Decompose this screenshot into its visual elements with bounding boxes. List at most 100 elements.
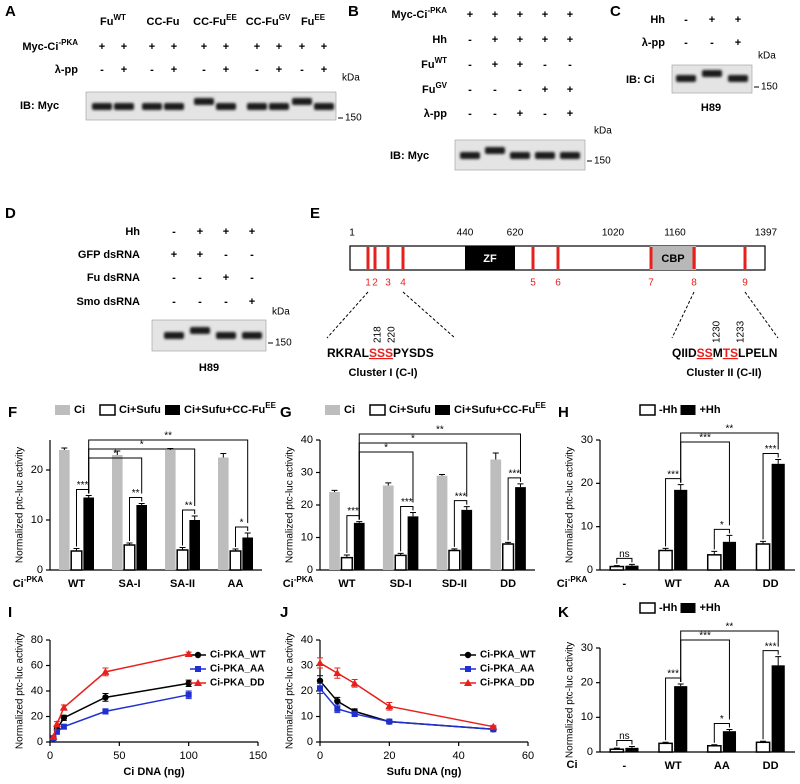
legend-label: Ci-PKA_AA [480,664,534,675]
x-tick-label: 150 [249,750,267,762]
point [102,708,109,715]
legend-label-text: Ci+Sufu+CC-Fu [184,404,265,416]
legend-label: Ci+Sufu [389,404,431,416]
bar [755,741,771,753]
bar [490,459,502,570]
panel-label: I [8,604,12,621]
bar [353,522,365,570]
significance-label: * [384,443,388,454]
error-bar [726,728,733,732]
legend-swatch [55,405,70,415]
row-label: Hh [432,34,447,46]
legend-label: -Hh [659,602,678,614]
band [242,332,262,339]
point [49,732,58,740]
y-tick-label: 0 [37,564,43,576]
y-tick-label: 0 [587,564,593,576]
sign: + [99,41,105,53]
error-bar [711,550,718,555]
position-label: 1397 [755,228,778,239]
sequence-part: QIID [672,346,697,360]
error-bar [61,447,68,450]
y-tick-label: 40 [301,634,313,646]
significance-label: *** [401,497,413,508]
band [190,327,210,334]
sign: - [710,37,714,49]
point [185,691,192,698]
error-bar [628,745,635,748]
significance-label: *** [455,491,467,502]
x-tick-label: 0 [317,750,323,762]
domain-label: CBP [661,253,684,265]
sequence-part: TS [723,346,738,360]
sign: + [223,64,229,76]
row-label-text: Hh [650,14,665,26]
row-label-text: λ-pp [55,64,79,76]
error-bar [73,548,80,551]
y-tick-label: 40 [301,434,313,446]
cluster-name: Cluster I (C-I) [348,367,417,379]
significance-label: * [140,440,144,451]
significance-bracket [182,509,196,546]
error-bar [662,741,669,744]
category-axis-label: Ci-PKA [283,575,314,590]
point [386,718,393,725]
row-label-text: Myc-Ci [391,9,427,21]
significance-label: ns [619,549,630,560]
bar [448,549,461,571]
sign: + [517,59,523,71]
sign: + [517,34,523,46]
bar [658,549,673,571]
bar [407,516,419,570]
row-label-text: Hh [432,34,447,46]
band [510,152,530,159]
error-bar [385,482,392,486]
error-bar [397,552,404,556]
sign: + [254,41,260,53]
x-tick-label: WT [665,578,682,590]
column-header-text: CC-Fu [193,16,226,28]
marker-label: 150 [761,82,778,93]
y-tick-label: 20 [581,677,593,689]
legend-label: Ci-PKA_AA [210,664,264,675]
significance-label: *** [699,433,711,444]
error-bar [492,452,499,460]
x-tick-label: 50 [113,750,125,762]
error-bar [628,563,635,566]
error-bar [409,511,416,517]
point [317,685,323,692]
bar [722,731,737,752]
row-label: Hh [650,14,665,26]
error-bar [331,489,338,492]
y-tick-label: 20 [581,477,593,489]
error-bar [677,683,684,687]
sign: + [492,34,498,46]
row-label: Smo dsRNA [76,296,140,308]
sign: + [517,108,523,120]
error-bar [760,540,767,544]
residue-label: 1233 [736,320,747,343]
band [269,103,289,110]
x-axis-label: Ci DNA (ng) [123,766,185,778]
significance-label: ** [132,488,140,499]
y-tick-label: 20 [301,685,313,697]
point [489,722,498,730]
error-bar [505,541,512,544]
significance-bracket [507,477,521,541]
row-label: Myc-Ci-PKA [22,38,78,53]
bar [609,565,625,571]
legend-label-text: Ci+Sufu+CC-Fu [454,404,535,416]
y-tick-label: 0 [587,746,593,758]
sign: - [224,296,228,308]
band [164,103,184,110]
bar [771,665,785,752]
column-header-text: CC-Fu [147,16,180,28]
point [60,723,67,730]
y-tick-label: 0 [37,736,43,748]
bar [755,543,771,571]
bar [771,463,785,570]
bar [112,455,123,570]
significance-label: *** [77,480,89,491]
point [464,651,472,659]
y-tick-label: 20 [31,710,43,722]
